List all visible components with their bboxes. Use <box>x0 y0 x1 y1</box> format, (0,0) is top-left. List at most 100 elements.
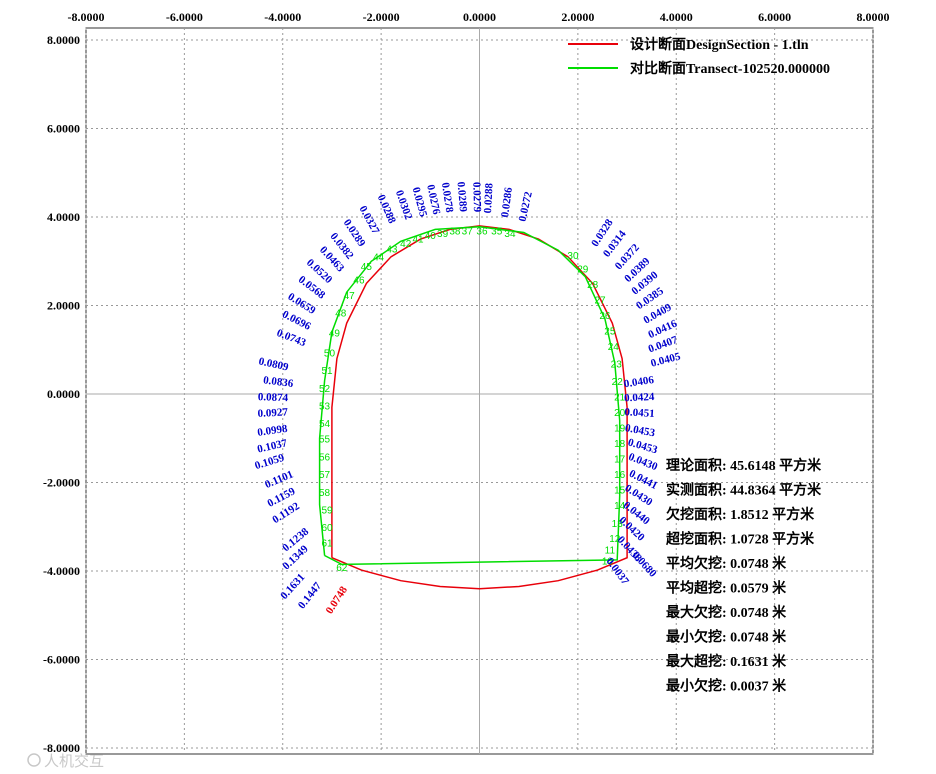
point-number-label: 28 <box>587 280 599 291</box>
x-tick-label: 2.0000 <box>561 10 594 24</box>
point-number-label: 49 <box>329 328 341 339</box>
stat-line: 理论面积: 45.6148 平方米 <box>666 457 822 474</box>
deviation-label: 0.0278 <box>439 182 456 214</box>
point-number-label: 34 <box>504 229 516 240</box>
point-number-label: 40 <box>425 231 437 242</box>
point-number-label: 15 <box>614 486 626 497</box>
point-number-label: 24 <box>608 342 620 353</box>
point-number-label: 20 <box>614 408 626 419</box>
y-tick-label: -8.0000 <box>43 741 80 755</box>
y-tick-label: -6.0000 <box>43 653 80 667</box>
deviation-label: 0.0836 <box>262 374 294 390</box>
point-number-label: 35 <box>491 227 503 238</box>
x-tick-label: -4.0000 <box>264 10 301 24</box>
point-number-label: 13 <box>612 519 624 530</box>
point-number-label: 19 <box>614 424 626 435</box>
point-number-label: 45 <box>361 262 373 273</box>
y-tick-label: 0.0000 <box>47 387 80 401</box>
point-number-label: 54 <box>319 419 331 430</box>
deviation-label: 0.0279 <box>470 182 483 213</box>
point-number-label: 57 <box>319 470 331 481</box>
deviation-label: 0.0286 <box>499 186 515 218</box>
point-number-label: 18 <box>614 439 626 450</box>
point-number-label: 16 <box>614 470 626 481</box>
deviation-label: 0.0451 <box>624 406 655 420</box>
transect-line <box>318 225 621 566</box>
x-tick-label: 6.0000 <box>758 10 791 24</box>
series-lines <box>318 225 628 590</box>
grid <box>85 28 874 754</box>
stat-line: 最小欠挖: 0.0037 米 <box>666 678 787 695</box>
deviation-label: 0.0424 <box>624 391 655 404</box>
legend-label-transect: 对比断面Transect-102520.000000 <box>630 60 830 77</box>
point-number-label: 12 <box>609 534 621 545</box>
point-number-label: 38 <box>449 227 461 238</box>
y-tick-label: 8.0000 <box>47 33 80 47</box>
point-number-label: 47 <box>344 291 356 302</box>
point-number-label: 22 <box>612 377 624 388</box>
x-tick-label: -6.0000 <box>166 10 203 24</box>
point-number-label: 55 <box>319 435 331 446</box>
point-number-label: 46 <box>353 275 365 286</box>
x-tick-labels: -8.0000 -6.0000 -4.0000 -2.0000 0.0000 2.0000… <box>68 10 890 24</box>
point-number-label: 59 <box>321 505 333 516</box>
stat-line: 实测面积: 44.8364 平方米 <box>666 482 822 499</box>
point-number-label: 56 <box>319 452 331 463</box>
point-number-label: 29 <box>577 264 589 275</box>
point-number-label: 30 <box>567 251 579 262</box>
deviation-label: 0.0406 <box>623 374 655 391</box>
x-tick-label: -8.0000 <box>68 10 105 24</box>
point-number-label: 50 <box>324 348 336 359</box>
point-number-label: 58 <box>319 488 331 499</box>
legend: 设计断面DesignSection - 1.tln 对比断面Transect-1… <box>568 36 830 77</box>
stat-line: 最大超挖: 0.1631 米 <box>666 653 787 670</box>
point-number-label: 61 <box>321 539 333 550</box>
watermark-icon <box>27 753 41 767</box>
deviation-label: 0.0927 <box>257 406 288 419</box>
point-number-label: 48 <box>335 309 347 320</box>
y-tick-label: -4.0000 <box>43 564 80 578</box>
point-number-label: 44 <box>373 252 385 263</box>
point-number-label: 23 <box>611 359 623 370</box>
legend-label-design: 设计断面DesignSection - 1.tln <box>630 36 809 53</box>
x-tick-label: 4.0000 <box>660 10 693 24</box>
deviation-label: 0.0998 <box>257 423 289 439</box>
point-number-label: 41 <box>412 235 424 246</box>
point-number-label: 60 <box>321 523 333 534</box>
design-section-line <box>331 225 628 590</box>
x-tick-label: 8.0000 <box>857 10 890 24</box>
y-tick-label: 6.0000 <box>47 122 80 136</box>
stat-line: 平均欠挖: 0.0748 米 <box>666 555 787 572</box>
point-number-label: 36 <box>476 227 488 238</box>
stat-line: 最小欠挖: 0.0748 米 <box>666 629 787 646</box>
point-number-label: 42 <box>400 239 412 250</box>
point-number-label: 37 <box>462 227 474 238</box>
axes <box>86 28 873 754</box>
point-number-label: 62 <box>336 563 348 574</box>
stat-line: 平均超挖: 0.0579 米 <box>666 580 787 597</box>
point-number-label: 26 <box>599 311 611 322</box>
point-number-label: 52 <box>319 384 331 395</box>
deviation-label: 0.0288 <box>482 182 496 213</box>
point-number-label: 10 <box>602 556 614 567</box>
point-number-label: 53 <box>319 401 331 412</box>
point-number-label: 39 <box>437 229 449 240</box>
deviation-label: 0.0874 <box>258 391 289 404</box>
y-tick-label: 4.0000 <box>47 210 80 224</box>
y-tick-label: 2.0000 <box>47 299 80 313</box>
point-number-label: 17 <box>614 455 626 466</box>
stat-line: 超挖面积: 1.0728 平方米 <box>665 531 815 548</box>
stat-line: 欠挖面积: 1.8512 平方米 <box>666 506 815 523</box>
watermark: 人机交互 <box>44 752 104 770</box>
point-number-label: 21 <box>614 393 626 404</box>
deviation-label: 0.0453 <box>624 422 656 439</box>
deviation-label: 0.0289 <box>454 181 469 213</box>
point-number-label: 43 <box>386 244 398 255</box>
point-number-label: 51 <box>321 366 333 377</box>
stat-line: 最大欠挖: 0.0748 米 <box>666 604 787 621</box>
point-number-label: 25 <box>604 326 616 337</box>
point-number-label: 27 <box>594 295 606 306</box>
